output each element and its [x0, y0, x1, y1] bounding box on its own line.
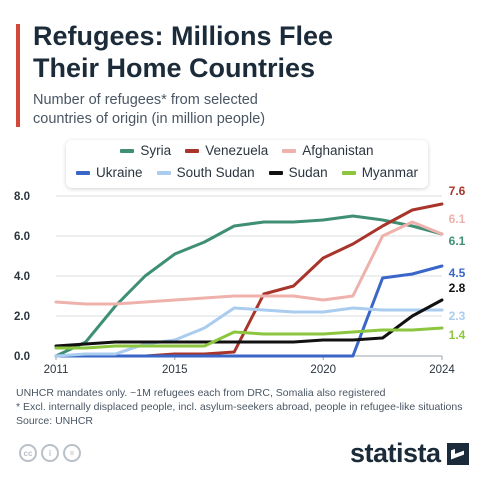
series-line-myanmar [54, 326, 444, 350]
series-line-syria [54, 214, 444, 358]
x-tick-label: 2011 [44, 364, 69, 376]
legend-label-sudan: Sudan [288, 165, 328, 180]
legend-swatch-south-sudan [156, 170, 171, 175]
legend-swatch-sudan [268, 170, 283, 175]
y-tick-label: 0.0 [14, 351, 30, 363]
legend-item-venezuela: Venezuela [185, 143, 268, 158]
legend-row-2: Ukraine South Sudan Sudan Myanmar [66, 165, 428, 180]
title-accent-bar [16, 24, 20, 127]
legend-swatch-afghanistan [282, 148, 297, 153]
legend-item-syria: Syria [120, 143, 171, 158]
x-tick-label: 2015 [162, 364, 188, 376]
series-line-south-sudan [54, 306, 444, 358]
legend-label-venezuela: Venezuela [205, 143, 269, 158]
end-label-venezuela: 7.6 [449, 184, 466, 198]
license-icons: cc i = [19, 444, 81, 462]
legend-row-1: Syria Venezuela Afghanistan [66, 143, 428, 158]
end-label-afghanistan: 6.1 [449, 212, 466, 226]
legend-swatch-venezuela [185, 148, 200, 153]
end-label-sudan: 2.8 [449, 281, 466, 295]
legend-label-syria: Syria [140, 143, 172, 158]
legend-label-myanmar: Myanmar [361, 165, 418, 180]
legend-item-myanmar: Myanmar [341, 165, 418, 180]
end-label-ukraine: 4.5 [449, 266, 466, 280]
attribution-icon: i [41, 444, 59, 462]
brand-logo: statista [350, 438, 469, 469]
chart-notes: UNHCR mandates only. ~1M refugees each f… [16, 386, 463, 428]
legend-item-south-sudan: South Sudan [156, 165, 255, 180]
chart-subtitle-line-2: countries of origin (in million people) [33, 111, 266, 127]
series-line-sudan [54, 298, 444, 348]
x-tick-label: 2020 [310, 364, 336, 376]
legend-swatch-ukraine [76, 170, 91, 175]
end-label-myanmar: 1.4 [449, 328, 466, 342]
y-tick-label: 6.0 [14, 231, 30, 243]
creative-commons-icon: cc [19, 444, 37, 462]
note-line-2: * Excl. internally displaced people, inc… [16, 401, 463, 413]
legend-item-afghanistan: Afghanistan [282, 143, 374, 158]
legend-swatch-myanmar [341, 170, 356, 175]
end-label-south-sudan: 2.3 [449, 309, 466, 323]
chart-subtitle: Number of refugees* from selected countr… [33, 91, 265, 129]
end-label-syria: 6.1 [449, 234, 466, 248]
chart-legend: Syria Venezuela Afghanistan Ukraine Sout… [66, 140, 428, 188]
chart-subtitle-line-1: Number of refugees* from selected [33, 92, 258, 108]
y-tick-label: 2.0 [14, 311, 30, 323]
note-line-1: UNHCR mandates only. ~1M refugees each f… [16, 387, 386, 399]
legend-item-ukraine: Ukraine [76, 165, 143, 180]
series-line-ukraine [54, 264, 444, 358]
legend-label-south-sudan: South Sudan [176, 165, 255, 180]
y-tick-label: 4.0 [14, 271, 30, 283]
series-line-afghanistan [54, 220, 444, 306]
x-tick-label: 2024 [429, 364, 455, 376]
chart-title-line-2: Their Home Countries [33, 53, 316, 83]
chart-title: Refugees: Millions Flee Their Home Count… [33, 20, 333, 84]
brand-name: statista [350, 438, 441, 468]
brand-mark-icon [446, 442, 469, 465]
legend-label-ukraine: Ukraine [96, 165, 143, 180]
chart-title-line-1: Refugees: Millions Flee [33, 21, 334, 51]
legend-swatch-syria [120, 148, 135, 153]
legend-item-sudan: Sudan [268, 165, 328, 180]
y-tick-label: 8.0 [14, 191, 30, 203]
no-derivatives-icon: = [63, 444, 81, 462]
legend-label-afghanistan: Afghanistan [302, 143, 374, 158]
source-note: Source: UNHCR [16, 415, 94, 427]
